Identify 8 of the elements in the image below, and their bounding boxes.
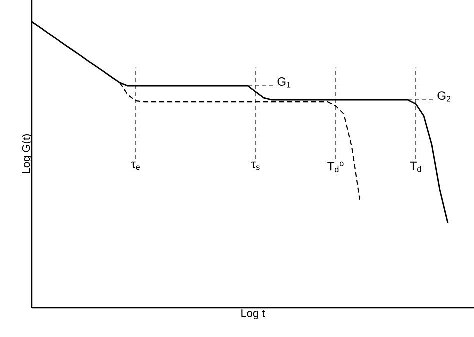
ref-line-label: G$_{2}$ — [438, 92, 451, 102]
y-axis-title: Log G(t) — [22, 134, 32, 174]
ref-line-label: G$_{1}$ — [278, 78, 291, 88]
x-tick-label: τ$_{s}$ — [252, 162, 260, 170]
x-tick-label: τ$_{e}$ — [131, 162, 140, 170]
x-axis-title: Log t — [242, 310, 266, 320]
x-tick-label: T$_{d}$ — [410, 162, 422, 172]
x-tick-label: T$_{d}$o — [328, 162, 344, 172]
